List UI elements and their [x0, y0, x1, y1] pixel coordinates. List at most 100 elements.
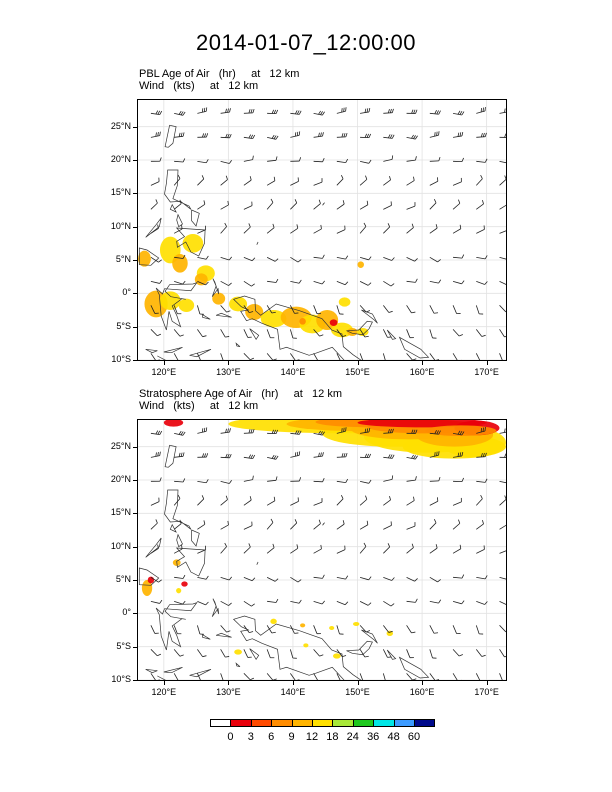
pbl-wind-barb	[406, 278, 418, 283]
strat-lat-tick	[133, 546, 137, 548]
strat-wind-barb	[475, 625, 484, 635]
colorbar-label: 3	[247, 731, 254, 743]
strat-wind-barb	[313, 649, 324, 657]
pbl-coastline	[386, 329, 397, 340]
pbl-wind-barb	[243, 201, 253, 210]
strat-lat-tick	[133, 480, 137, 481]
strat-wind-barb	[150, 625, 159, 634]
pbl-lat-tick-label: 20°N	[110, 154, 131, 164]
pbl-wind-barb	[220, 353, 224, 360]
strat-wind-barb	[266, 543, 275, 554]
pbl-wind-barb	[499, 133, 506, 138]
colorbar-swatch	[414, 719, 436, 727]
pbl-coastline	[169, 203, 177, 213]
pbl-wind-barb	[174, 158, 186, 163]
pbl-wind-barb	[243, 329, 252, 338]
pbl-wind-barb	[383, 134, 395, 139]
strat-wind-barb	[383, 428, 394, 434]
pbl-wind-barb	[220, 159, 232, 164]
strat-wind-barb	[359, 600, 372, 606]
strat-wind-barb	[173, 519, 182, 530]
colorbar-swatch	[373, 719, 395, 727]
pbl-wind-barb	[173, 305, 182, 315]
strat-wind-barb	[267, 429, 279, 435]
strat-wind-barb	[313, 452, 324, 458]
pbl-wind-barb	[452, 280, 465, 285]
pbl-wind-barb	[173, 225, 183, 234]
colorbar-swatch	[332, 719, 354, 727]
strat-wind-barb	[174, 478, 186, 483]
pbl-wind-barb	[150, 110, 163, 115]
pbl-wind-barb	[197, 159, 209, 164]
strat-wind-barb	[290, 430, 302, 435]
strat-wind-barb	[150, 430, 163, 435]
strat-wind-barb	[383, 521, 392, 530]
strat-wind-barb	[406, 576, 418, 582]
pbl-wind-barb	[313, 329, 324, 337]
strat-wind-barb	[174, 452, 185, 458]
pbl-wind-barb	[499, 160, 506, 164]
colorbar-label: 48	[387, 731, 400, 743]
strat-wind-barb	[359, 495, 368, 506]
strat-wind-barb	[406, 543, 414, 554]
strat-wind-barb	[406, 429, 418, 434]
strat-wind-barb	[220, 649, 230, 658]
pbl-lat-tick	[133, 326, 137, 328]
strat-wind-barb	[382, 673, 386, 680]
pbl-wind-barb	[452, 110, 465, 116]
colorbar-label: 24	[346, 731, 359, 743]
strat-wind-barb	[453, 477, 464, 483]
strat-wind-barb	[220, 495, 228, 506]
strat-wind-barb	[429, 544, 438, 554]
pbl-wind-barb	[382, 329, 392, 338]
pbl-wind-barb	[382, 353, 386, 360]
strat-coastline	[155, 602, 198, 651]
strat-lat-tick-label: 5°S	[116, 640, 131, 651]
strat-wind-barb	[243, 600, 255, 607]
pbl-coastline	[211, 278, 220, 297]
strat-wind-barb	[220, 428, 231, 434]
pbl-wind-barb	[243, 176, 252, 186]
strat-wind-barb	[313, 519, 321, 530]
pbl-wind-barb	[220, 222, 227, 234]
pbl-wind-barb	[475, 353, 481, 360]
pbl-age-shading-area	[172, 254, 188, 273]
pbl-wind-barb	[360, 159, 372, 164]
pbl-wind-barb	[313, 199, 321, 210]
strat-lon-tick-label: 140°E	[280, 687, 306, 697]
strat-coastline	[386, 649, 397, 660]
strat-wind-barb	[173, 673, 179, 680]
pbl-coastline	[215, 312, 232, 318]
strat-wind-barb	[243, 625, 254, 633]
pbl-wind-barb	[220, 175, 228, 186]
strat-wind-barb	[197, 495, 205, 506]
strat-coastline	[169, 523, 177, 533]
strat-wind-barb	[429, 673, 440, 680]
strat-wind-barb	[429, 451, 440, 458]
strat-lon-tick	[357, 681, 359, 685]
pbl-wind-barb	[313, 353, 318, 360]
strat-wind-barb	[429, 430, 441, 435]
pbl-wind-barb	[406, 202, 416, 210]
strat-wind-barb	[290, 599, 302, 604]
strat-wind-barb	[174, 574, 186, 579]
strat-lon-tick	[292, 681, 294, 685]
strat-wind-barb	[476, 545, 485, 554]
strat-wind-barb	[499, 524, 506, 530]
strat-wind-barb	[266, 496, 276, 506]
strat-coastline	[191, 529, 200, 547]
pbl-map-panel	[137, 99, 507, 361]
pbl-coastline	[361, 309, 378, 324]
strat-wind-barb	[336, 545, 346, 554]
strat-coastline	[211, 598, 220, 617]
strat-wind-barb	[313, 625, 321, 635]
strat-wind-barb	[220, 453, 232, 459]
figure-title: 2014-01-07_12:00:00	[196, 30, 416, 55]
pbl-wind-barb	[220, 329, 230, 338]
strat-lon-tick-label: 170°E	[474, 687, 499, 697]
pbl-lat-tick	[133, 360, 137, 361]
pbl-wind-barb	[197, 255, 209, 260]
strat-wind-barb	[359, 542, 367, 554]
pbl-wind-barb	[499, 108, 506, 114]
pbl-wind-barb	[174, 254, 186, 259]
